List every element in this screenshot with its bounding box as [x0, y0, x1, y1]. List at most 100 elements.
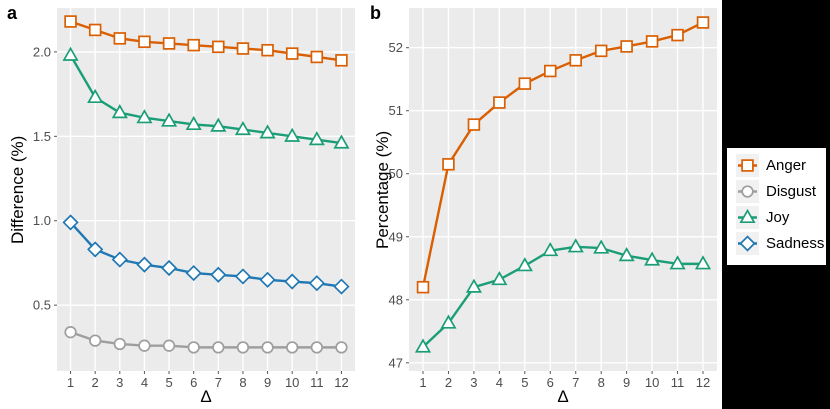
data-point-triangle [644, 251, 661, 266]
y-tick-label: 1.5 [33, 129, 51, 144]
data-point-diamond [284, 273, 301, 290]
y-tick-label: 52 [389, 40, 403, 55]
data-point-diamond [308, 275, 325, 292]
data-point-triangle [111, 104, 128, 119]
data-point-triangle [542, 242, 559, 257]
legend-item-joy: Joy [736, 206, 826, 229]
data-point-square [138, 35, 151, 49]
y-tick-label: 0.5 [33, 298, 51, 313]
data-point-triangle [259, 124, 276, 139]
y-tick-label: 2.0 [33, 44, 51, 59]
series-sadness [62, 214, 350, 295]
data-point-triangle [234, 120, 252, 136]
data-point-triangle [210, 117, 227, 132]
data-point-square [212, 40, 225, 54]
panel-a-y-axis-title: Difference (%) [8, 135, 27, 244]
data-point-circle [113, 337, 126, 351]
y-tick-label: 47 [389, 355, 403, 370]
data-point-square [236, 42, 250, 55]
data-point-triangle [491, 271, 508, 286]
data-point-triangle [694, 255, 712, 270]
data-point-circle [741, 185, 754, 198]
data-point-triangle [185, 115, 202, 131]
data-point-triangle [333, 134, 350, 149]
data-point-triangle [618, 247, 635, 262]
data-point-square [261, 43, 274, 57]
data-point-square [113, 32, 127, 45]
x-tick-label: 1 [67, 375, 74, 390]
data-point-triangle [308, 131, 325, 146]
legend-item-sadness: Sadness [736, 232, 826, 255]
data-point-triangle [160, 112, 178, 127]
x-tick-label: 5 [165, 375, 172, 390]
data-point-circle [286, 341, 299, 354]
panel-b-y-axis-title: Percentage (%) [373, 130, 392, 249]
data-point-circle [138, 339, 151, 352]
data-point-square [620, 40, 633, 53]
data-point-triangle [136, 109, 153, 124]
y-tick-label: 49 [389, 229, 403, 244]
data-point-diamond [210, 266, 227, 283]
data-point-diamond [136, 256, 153, 273]
data-point-triangle [62, 46, 79, 61]
x-tick-label: 11 [671, 375, 685, 390]
x-tick-label: 10 [285, 375, 299, 390]
data-point-square [594, 44, 608, 58]
data-point-triangle [739, 208, 756, 224]
data-point-triangle [440, 314, 457, 329]
data-point-square [544, 64, 557, 78]
disgust-circle-icon [736, 180, 759, 203]
data-point-square [162, 37, 176, 50]
y-tick-label: 50 [389, 166, 403, 181]
data-point-triangle [669, 255, 686, 270]
series-anger [416, 16, 710, 294]
anger-square-icon [736, 154, 759, 177]
data-point-triangle [87, 88, 104, 104]
charts-canvas: 1 2 3 4 5 6 7 8 9 10 11 120.51.01.52.01 2 3 4 5 6 7 8 9 10 11… [33, 8, 717, 390]
data-point-square [442, 158, 455, 171]
data-point-square [64, 15, 77, 28]
data-point-diamond [739, 235, 756, 252]
x-tick-label: 4 [141, 375, 148, 390]
data-point-diamond [111, 251, 128, 268]
series-disgust [64, 326, 348, 354]
data-point-square [671, 28, 684, 42]
data-point-diamond [259, 271, 276, 288]
panel-a: 1 2 3 4 5 6 7 8 9 10 11 120.51.01.52.0 [33, 8, 355, 390]
series-joy [414, 238, 712, 353]
y-tick-label: 51 [389, 103, 403, 118]
legend: Anger Disgust Joy Sadness [727, 148, 826, 265]
x-tick-label: 6 [190, 375, 197, 390]
x-tick-label: 12 [334, 375, 348, 390]
data-point-diamond [333, 278, 350, 295]
x-tick-label: 3 [470, 375, 477, 390]
x-tick-label: 7 [215, 375, 222, 390]
x-tick-label: 2 [92, 375, 99, 390]
data-point-square [467, 118, 481, 131]
data-point-circle [89, 334, 102, 347]
data-point-square [569, 54, 582, 67]
panel-b-label: b [370, 3, 381, 23]
x-tick-label: 9 [264, 375, 271, 390]
series-anger [64, 15, 348, 67]
legend-label: Anger [766, 157, 807, 174]
joy-triangle-icon [736, 206, 759, 229]
y-tick-label: 48 [389, 292, 403, 307]
legend-label: Sadness [766, 235, 825, 252]
data-point-circle [212, 341, 225, 354]
data-point-circle [236, 341, 250, 354]
data-point-square [335, 54, 348, 67]
x-tick-label: 1 [419, 375, 426, 390]
x-tick-label: 11 [310, 375, 324, 390]
data-point-square [741, 159, 754, 172]
panel-a-x-axis-title: Δ [200, 387, 212, 406]
data-point-triangle [284, 127, 301, 142]
data-point-diamond [234, 268, 252, 285]
data-point-diamond [185, 264, 202, 282]
data-point-triangle [465, 278, 482, 293]
x-tick-label: 5 [521, 375, 528, 390]
x-tick-label: 8 [239, 375, 246, 390]
data-point-square [285, 47, 299, 60]
data-point-square [696, 16, 710, 29]
